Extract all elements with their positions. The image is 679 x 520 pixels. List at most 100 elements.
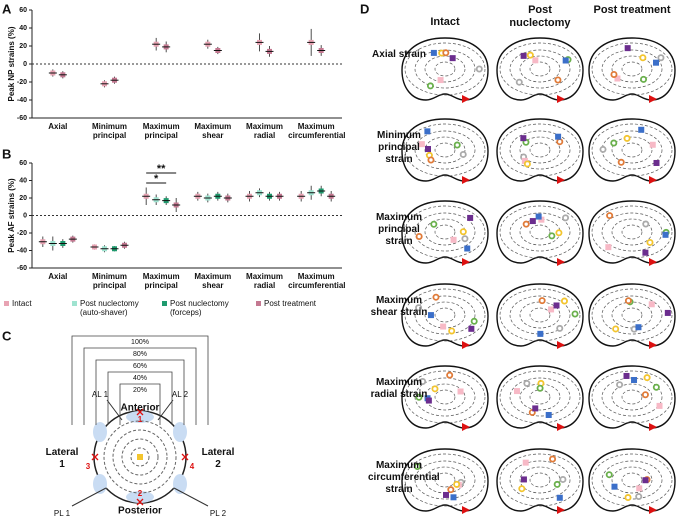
y-tick-label: 20 bbox=[19, 195, 27, 202]
x-tick-label: Minimum principal bbox=[91, 122, 128, 140]
location-marker bbox=[538, 297, 546, 305]
strain-map bbox=[496, 200, 584, 267]
location-marker bbox=[468, 325, 475, 332]
y-tick-label: -40 bbox=[17, 97, 27, 104]
strain-map bbox=[401, 118, 489, 185]
location-marker bbox=[624, 45, 631, 52]
anterior-label: Anterior bbox=[121, 403, 160, 414]
x-tick-label: Maximum principal bbox=[142, 272, 180, 290]
y-tick-label: 60 bbox=[19, 160, 27, 167]
location-marker bbox=[446, 371, 454, 379]
level-box bbox=[83, 347, 197, 425]
location-marker bbox=[623, 134, 631, 142]
location-marker bbox=[638, 126, 645, 133]
lateral-label: Lateral 2 bbox=[201, 447, 235, 470]
location-marker bbox=[425, 397, 432, 404]
location-marker bbox=[536, 384, 544, 392]
location-marker bbox=[611, 483, 618, 490]
level-box bbox=[71, 335, 209, 425]
location-marker bbox=[520, 52, 527, 59]
legend-swatch bbox=[256, 301, 261, 306]
location-marker bbox=[453, 141, 461, 149]
location-marker bbox=[443, 491, 450, 498]
x-tick-label: Axial bbox=[48, 122, 68, 131]
location-marker bbox=[642, 477, 649, 484]
location-marker bbox=[440, 323, 447, 330]
pl-label: PL 2 bbox=[210, 509, 227, 518]
location-marker bbox=[631, 376, 638, 383]
point-label: 3 bbox=[86, 462, 91, 471]
location-marker bbox=[623, 372, 630, 379]
location-marker bbox=[646, 238, 654, 246]
location-marker bbox=[461, 235, 469, 243]
level-box bbox=[119, 383, 161, 425]
lateral-label: Lateral 1 bbox=[45, 447, 79, 470]
level-label: 60% bbox=[133, 363, 147, 370]
location-marker bbox=[653, 59, 660, 66]
y-axis-label: Peak AF strains (%) bbox=[7, 178, 16, 253]
location-marker bbox=[464, 245, 471, 252]
location-marker bbox=[635, 493, 643, 501]
disc-outline bbox=[496, 37, 584, 104]
location-marker bbox=[522, 459, 529, 466]
location-marker bbox=[610, 139, 618, 147]
y-tick-label: 40 bbox=[19, 25, 27, 32]
location-marker bbox=[450, 494, 457, 501]
x-tick-label: Axial bbox=[48, 272, 68, 281]
location-marker bbox=[424, 145, 431, 152]
location-marker bbox=[413, 462, 421, 470]
location-marker bbox=[459, 150, 467, 158]
location-marker bbox=[642, 220, 650, 228]
location-marker bbox=[562, 57, 569, 64]
legend-swatch bbox=[4, 301, 9, 306]
legend-label: Post nuclectomy (forceps) bbox=[170, 299, 229, 317]
disc-outline bbox=[401, 37, 489, 104]
location-marker bbox=[457, 388, 464, 395]
location-marker bbox=[605, 471, 613, 479]
disc-diagram bbox=[71, 399, 209, 507]
disc-outline bbox=[588, 283, 676, 350]
strain-map bbox=[401, 365, 489, 432]
location-marker bbox=[447, 486, 455, 494]
row-header: Maximum shear strain bbox=[370, 295, 428, 318]
strain-map bbox=[401, 283, 489, 350]
location-marker bbox=[529, 218, 536, 225]
panel-label: D bbox=[360, 1, 369, 16]
strain-map bbox=[588, 448, 676, 515]
location-marker bbox=[520, 135, 527, 142]
x-tick-label: Maximum radial bbox=[246, 122, 283, 140]
x-tick-label: Maximum radial bbox=[246, 272, 283, 290]
location-marker bbox=[657, 54, 665, 62]
location-marker bbox=[606, 212, 614, 220]
location-marker bbox=[614, 75, 621, 82]
y-tick-label: 40 bbox=[19, 177, 27, 184]
location-marker bbox=[442, 49, 450, 57]
location-marker bbox=[553, 480, 561, 488]
location-marker bbox=[559, 475, 567, 483]
disc-outline bbox=[496, 200, 584, 267]
strain-map bbox=[496, 118, 584, 185]
location-marker bbox=[513, 388, 520, 395]
disc-outline bbox=[588, 365, 676, 432]
y-tick-label: 60 bbox=[19, 7, 27, 14]
location-marker bbox=[554, 76, 562, 84]
location-marker bbox=[470, 317, 478, 325]
location-marker bbox=[648, 301, 655, 308]
y-tick-label: -60 bbox=[17, 265, 27, 272]
strain-map bbox=[401, 37, 489, 104]
disc-outline bbox=[496, 365, 584, 432]
location-marker bbox=[624, 297, 632, 305]
legend-swatch bbox=[162, 301, 167, 306]
row-header: Minimum principal strain bbox=[377, 130, 421, 165]
legend-swatch bbox=[72, 301, 77, 306]
panel-label: C bbox=[2, 328, 12, 343]
posterior-label: Posterior bbox=[118, 506, 162, 517]
strain-map bbox=[588, 365, 676, 432]
y-tick-label: -60 bbox=[17, 115, 27, 122]
location-marker bbox=[643, 374, 651, 382]
column-header: Post nuclectomy bbox=[509, 4, 571, 29]
location-marker bbox=[450, 236, 457, 243]
significance-label: ** bbox=[157, 163, 166, 175]
location-marker bbox=[418, 141, 425, 148]
location-marker bbox=[537, 330, 544, 337]
